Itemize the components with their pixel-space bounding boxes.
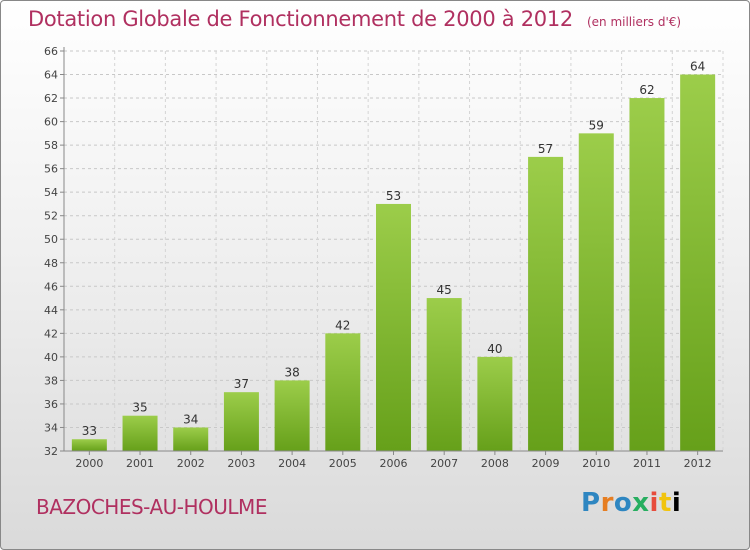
y-tick-label: 50 (44, 233, 58, 246)
bar (426, 298, 462, 451)
bar (325, 333, 361, 451)
bar-value-label: 40 (487, 342, 502, 356)
bar (680, 74, 716, 451)
y-tick-label: 66 (44, 45, 58, 58)
bar (578, 133, 614, 451)
proxiti-logo: Proxiti (581, 488, 681, 518)
logo-letter: o (613, 488, 633, 518)
x-tick-label: 2006 (380, 457, 408, 470)
bar-value-label: 38 (284, 365, 299, 379)
logo-letter: i (671, 488, 682, 518)
bar (71, 439, 107, 451)
x-tick-label: 2005 (329, 457, 357, 470)
commune-name: BAZOCHES-AU-HOULME (36, 495, 267, 519)
x-tick-label: 2009 (532, 457, 560, 470)
bar (274, 380, 310, 451)
bar (122, 415, 158, 451)
y-tick-label: 52 (44, 210, 58, 223)
x-tick-label: 2012 (684, 457, 712, 470)
logo-letter: r (600, 488, 614, 518)
y-tick-label: 38 (44, 374, 58, 387)
bar-value-label: 42 (335, 318, 350, 332)
bar-value-label: 34 (183, 412, 198, 426)
x-tick-label: 2001 (126, 457, 154, 470)
y-tick-label: 40 (44, 351, 58, 364)
x-tick-label: 2007 (430, 457, 458, 470)
y-tick-label: 54 (44, 186, 58, 199)
y-tick-label: 48 (44, 257, 58, 270)
bar (376, 203, 411, 451)
bar (528, 156, 564, 451)
x-tick-label: 2011 (633, 457, 661, 470)
bar-value-label: 33 (82, 424, 97, 438)
bar-value-label: 53 (386, 189, 401, 203)
y-tick-label: 56 (44, 163, 58, 176)
bar (629, 98, 665, 451)
x-tick-label: 2010 (582, 457, 610, 470)
logo-letter: P (581, 488, 601, 518)
y-tick-label: 58 (44, 139, 58, 152)
y-tick-label: 36 (44, 398, 58, 411)
bar (173, 427, 209, 451)
bar-value-label: 59 (589, 118, 604, 132)
bar-value-label: 64 (690, 60, 705, 74)
y-tick-label: 46 (44, 280, 58, 293)
y-tick-label: 62 (44, 92, 58, 105)
bar-value-label: 57 (538, 142, 553, 156)
y-tick-label: 34 (44, 421, 58, 434)
bar-value-label: 35 (132, 401, 147, 415)
chart-subtitle: (en milliers d'€) (586, 15, 682, 29)
x-tick-label: 2004 (278, 457, 306, 470)
chart-title-block: Dotation Globale de Fonctionnement de 20… (28, 7, 681, 31)
x-tick-label: 2002 (177, 457, 205, 470)
x-tick-label: 2003 (227, 457, 255, 470)
y-tick-label: 32 (44, 445, 58, 458)
y-tick-label: 60 (44, 116, 58, 129)
bar (477, 356, 513, 451)
y-tick-label: 42 (44, 327, 58, 340)
logo-letter: t (658, 488, 672, 518)
bar-value-label: 45 (437, 283, 452, 297)
logo-letter: x (632, 488, 650, 518)
bar-value-label: 62 (639, 83, 654, 97)
logo-letter: i (649, 488, 659, 518)
y-tick-label: 44 (44, 304, 58, 317)
y-tick-label: 64 (44, 69, 58, 82)
bar (223, 392, 259, 451)
chart-title: Dotation Globale de Fonctionnement de 20… (28, 7, 573, 31)
x-tick-label: 2008 (481, 457, 509, 470)
bar-value-label: 37 (234, 377, 249, 391)
x-tick-label: 2000 (75, 457, 103, 470)
